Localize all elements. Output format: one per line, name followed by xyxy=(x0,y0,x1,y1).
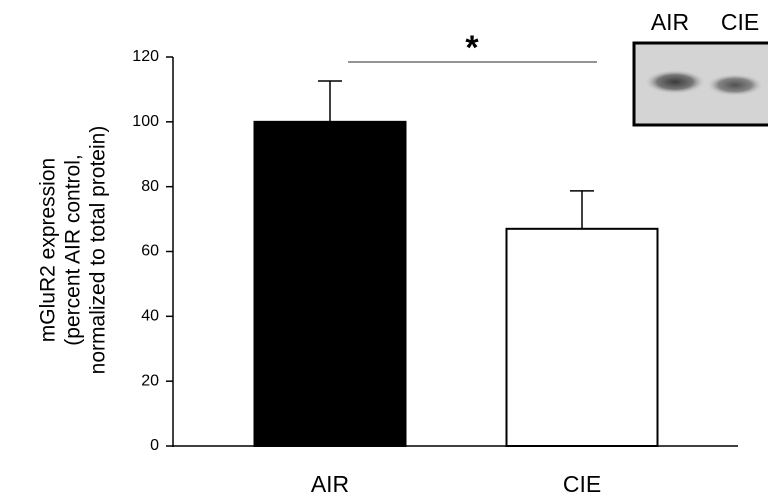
y-tick-label: 40 xyxy=(141,308,159,325)
x-tick-label: AIR xyxy=(311,471,349,497)
y-tick-label: 100 xyxy=(132,113,159,130)
bar xyxy=(507,229,658,446)
page: AIR CIE mGluR2 expression (percent AIR c… xyxy=(0,0,768,503)
inset-label: CIE xyxy=(721,9,759,35)
inset-blot xyxy=(634,43,768,125)
y-tick-label: 20 xyxy=(141,372,159,389)
chart: AIR CIE mGluR2 expression (percent AIR c… xyxy=(0,0,768,503)
y-tick-label: 0 xyxy=(150,437,159,454)
y-axis-title-line: normalized to total protein) xyxy=(87,126,110,375)
y-axis-title: mGluR2 expression (percent AIR control, … xyxy=(37,126,110,375)
inset-label: AIR xyxy=(651,9,689,35)
blot-band xyxy=(645,70,705,94)
bar xyxy=(255,122,406,446)
y-tick-label: 60 xyxy=(141,243,159,260)
blot-band xyxy=(707,74,763,96)
y-axis-title-line: mGluR2 expression xyxy=(37,158,60,342)
y-tick-label: 80 xyxy=(141,178,159,195)
y-axis-title-line: (percent AIR control, xyxy=(62,154,85,345)
y-tick-label: 120 xyxy=(132,48,159,65)
x-tick-label: CIE xyxy=(563,471,601,497)
significance-marker: * xyxy=(465,29,479,67)
